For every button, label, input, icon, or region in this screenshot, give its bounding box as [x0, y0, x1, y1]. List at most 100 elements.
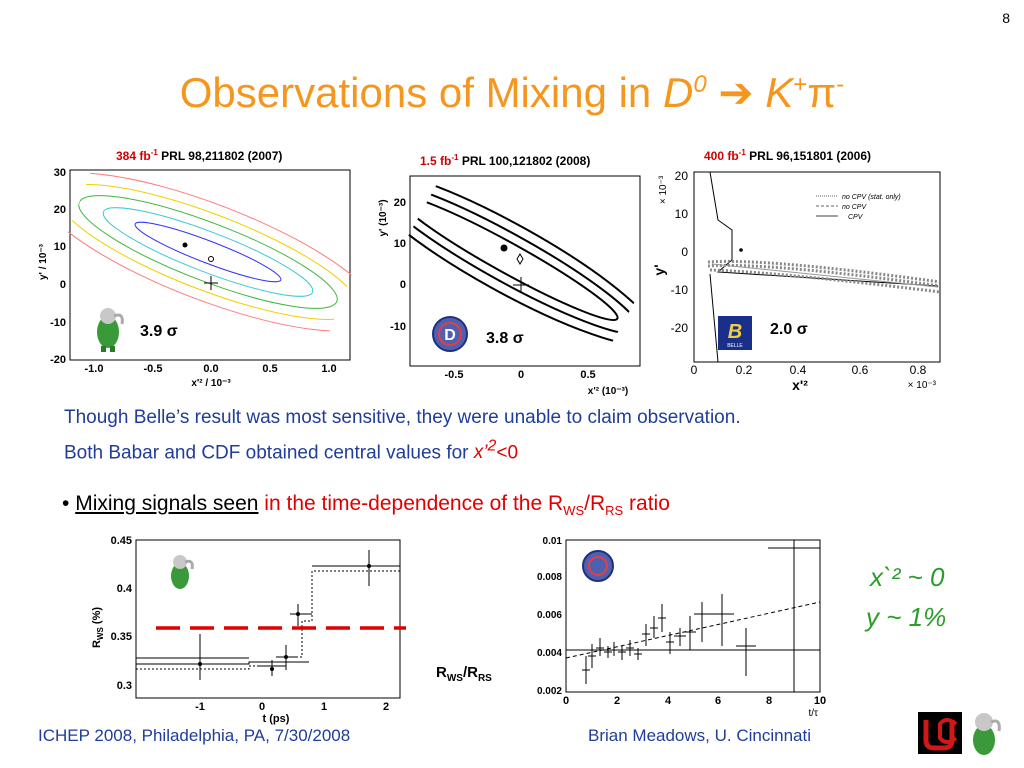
babar-xtick: 0.5	[262, 363, 277, 375]
babar-contour-plot: 30 20 10 0 -10 -20 -1.0 -0.5 0.0 0.5 1.0…	[38, 167, 358, 389]
svg-text:BELLE: BELLE	[727, 343, 743, 349]
cdf-xtick: 0	[518, 369, 524, 381]
cdf-logo-small	[582, 550, 614, 582]
rws-xtick: 0	[259, 701, 265, 713]
ratio-xtick: 6	[715, 695, 721, 707]
babar-xtick: -1.0	[85, 363, 104, 375]
rws-xtick: 2	[383, 701, 389, 713]
title-d-sup: 0	[693, 71, 707, 98]
belle-legend-item: no CPV (stat. only)	[842, 194, 901, 201]
result-y: y ~ 1%	[866, 602, 947, 632]
belle-ytick: 0	[681, 245, 688, 259]
babar-ytick: 30	[54, 167, 66, 179]
belle-legend-item: no CPV	[842, 204, 867, 211]
rws-point	[367, 564, 371, 568]
belle-ylabel: y'	[651, 264, 667, 275]
ratio-ytick: 0.002	[537, 686, 562, 697]
babar-rws-plot: 0.45 0.4 0.35 0.3 -1 0 1 2 t (ps) RWS (%…	[91, 535, 406, 725]
title-pi: π	[807, 69, 837, 116]
cdf-reference: 1.5 fb-1 PRL 100,121802 (2008)	[420, 153, 590, 168]
cdf-contour-plot: 20 10 0 -10 -0.5 0 0.5 x'² (10⁻³) y' (10…	[369, 169, 650, 397]
rws-ytick: 0.35	[111, 631, 132, 643]
babar-significance: 3.9 σ	[140, 323, 178, 340]
belle-xtick: 0.6	[852, 363, 869, 377]
belle-xtick: 0.8	[910, 363, 927, 377]
belle-lumi: 400 fb-1	[704, 148, 746, 163]
rws-xtick: 1	[321, 701, 327, 713]
rws-xlabel: t (ps)	[263, 713, 290, 725]
babar-xtick: 0.0	[203, 363, 218, 375]
title-arrow: ➔	[718, 69, 754, 116]
babar-ref-text: PRL 98,211802 (2007)	[161, 149, 283, 163]
babar-no-mixing-point	[204, 276, 218, 290]
ratio-xlabel: t/τ	[808, 708, 818, 718]
ratio-xtick: 2	[614, 695, 620, 707]
cdf-ylabel: y' (10⁻³)	[378, 199, 389, 236]
cdf-logo: D	[432, 316, 468, 352]
cdf-significance: 3.8 σ	[486, 330, 524, 347]
babar-lumi: 384 fb-1	[116, 148, 158, 163]
belle-reference: 400 fb-1 PRL 96,151801 (2006)	[704, 148, 871, 163]
babar-alt-fit	[208, 256, 214, 262]
slide-title: Observations of Mixing in D0 ➔ K+π-	[0, 68, 1024, 117]
cdf-alt-fit	[516, 253, 524, 265]
ratio-xtick: 10	[814, 695, 826, 707]
bullet-mark: •	[62, 492, 70, 515]
babar-ylabel: y' / 10⁻³	[38, 243, 49, 280]
title-prefix: Observations of Mixing in	[179, 69, 663, 116]
belle-xtick: 0.2	[736, 363, 753, 377]
rws-point	[284, 655, 288, 659]
slide-number: 8	[1002, 10, 1010, 26]
babar-xtick: 1.0	[321, 363, 336, 375]
belle-xtick: 0	[691, 363, 698, 377]
babar-best-fit	[182, 242, 188, 248]
ratio-xtick: 4	[665, 695, 672, 707]
rws-point	[296, 612, 300, 616]
babar-ytick: 0	[60, 279, 66, 291]
cdf-ytick: -10	[390, 321, 406, 333]
bullet-rest: in the time-dependence of the RWS/RRS ra…	[258, 492, 670, 519]
belle-ytick: 20	[675, 169, 689, 183]
rws-xtick: -1	[195, 701, 205, 713]
belle-logo: B BELLE	[718, 316, 752, 350]
cdf-no-mixing-point	[513, 277, 529, 293]
title-pi-sup: -	[836, 71, 845, 98]
babar-xtick: -0.5	[144, 363, 163, 375]
cdf-ytick: 10	[394, 238, 406, 250]
babar-ytick: -20	[50, 354, 66, 366]
belle-xlabel: x'²	[792, 377, 808, 393]
belle-contour-plot: no CPV (stat. only) no CPV CPV 20 10 0 -…	[651, 169, 941, 393]
rws-ytick: 0.3	[117, 680, 132, 692]
ratio-ytick: 0.008	[537, 572, 562, 583]
cdf-xtick: 0.5	[580, 369, 595, 381]
rws-point	[270, 667, 274, 671]
svg-text:B: B	[728, 321, 742, 343]
ratio-ytick: 0.006	[537, 610, 562, 621]
cdf-lumi: 1.5 fb-1	[420, 153, 459, 168]
belle-yscale: × 10⁻³	[658, 175, 669, 204]
cdf-xtick: -0.5	[445, 369, 464, 381]
bullet-mixing-signals: • Mixing signals seen in the time-depend…	[62, 492, 670, 518]
rws-point	[198, 662, 202, 666]
belle-significance: 2.0 σ	[770, 321, 808, 338]
title-d: D	[662, 69, 694, 116]
belle-ytick: -20	[671, 321, 689, 335]
babar-elephant-logo	[97, 308, 124, 352]
elephant-mascot-icon	[973, 713, 1001, 755]
rws-rrs-label: RWS/RRS	[436, 664, 492, 684]
cdf-ytick: 0	[400, 279, 406, 291]
belle-xscale: × 10⁻³	[908, 380, 937, 391]
summary-line-2: Both Babar and CDF obtained central valu…	[64, 438, 519, 464]
rws-ytick: 0.4	[117, 583, 133, 595]
summary-paragraph: Though Belle’s result was most sensitive…	[64, 403, 741, 467]
title-k-sup: +	[793, 71, 808, 98]
belle-legend-item: CPV	[848, 214, 864, 221]
footer-conference: ICHEP 2008, Philadelphia, PA, 7/30/2008	[38, 726, 351, 745]
rws-ytick: 0.45	[111, 535, 132, 547]
belle-ref-text: PRL 96,151801 (2006)	[749, 149, 872, 163]
ratio-ytick: 0.01	[543, 536, 563, 547]
mixing-signals-link[interactable]: Mixing signals seen	[75, 492, 259, 515]
babar-ytick: 20	[54, 204, 66, 216]
x-prime-symbol: x’2	[473, 438, 497, 464]
result-x: x`² ~ 0	[870, 562, 945, 592]
